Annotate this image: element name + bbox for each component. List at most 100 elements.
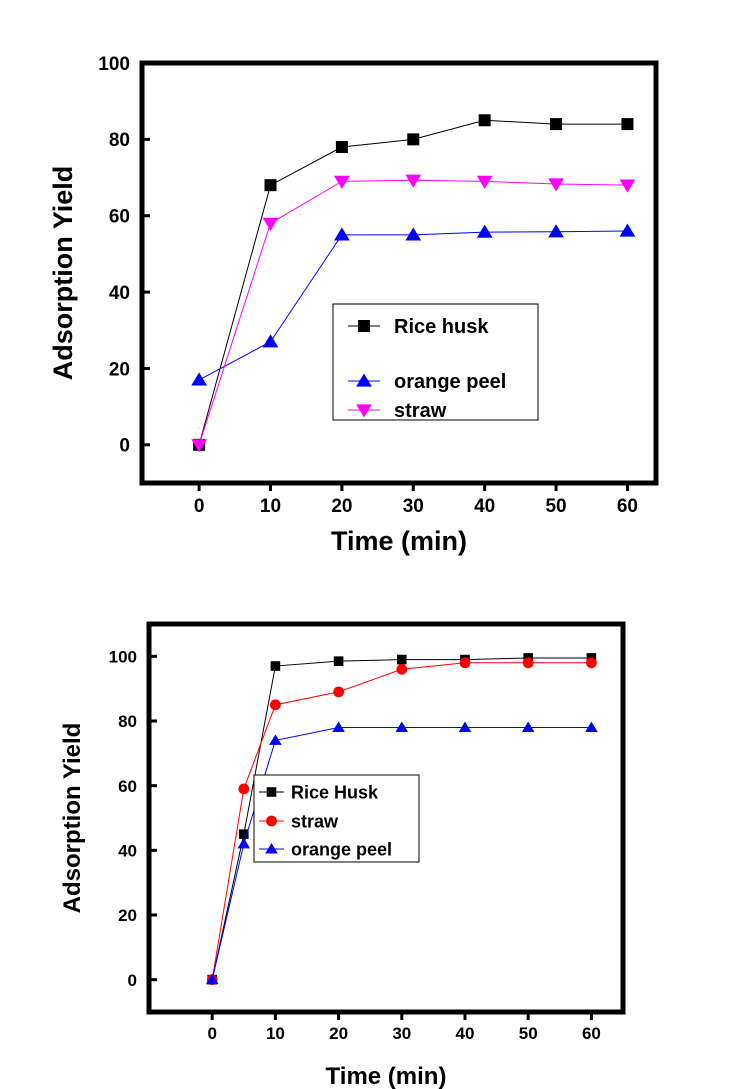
data-point: [238, 783, 250, 795]
data-point: [621, 118, 634, 131]
legend-marker: [356, 404, 372, 418]
x-tick-label: 20: [329, 1024, 348, 1043]
data-point: [262, 217, 279, 231]
data-point: [270, 699, 281, 711]
x-tick-label: 0: [207, 1024, 216, 1043]
chart-bottom: 0 20 40 60 80 100 0 10 20 30 40 50 60 Time (min) Adsor…: [59, 621, 626, 1089]
legend-marker: [358, 320, 370, 332]
y-tick-label: 60: [109, 207, 130, 228]
y-axis-title: Adsorption Yield: [48, 166, 78, 381]
data-point: [270, 661, 281, 671]
y-tick-label: 40: [118, 841, 137, 860]
x-axis-title: Time (min): [326, 1063, 447, 1089]
legend-label: straw: [291, 811, 339, 831]
x-tick-label: 60: [582, 1024, 601, 1043]
data-point: [269, 734, 282, 745]
data-point: [395, 721, 409, 732]
data-point: [585, 721, 598, 732]
y-tick-label: 40: [109, 283, 130, 304]
series-straw: [191, 174, 636, 453]
data-point: [405, 227, 422, 241]
data-point: [191, 439, 207, 453]
y-tick-label: 80: [118, 712, 137, 731]
data-point: [548, 224, 564, 238]
legend-label: orange peel: [291, 839, 392, 859]
data-point: [334, 227, 350, 241]
legend: Rice husk orange peel straw: [332, 303, 539, 422]
series-line: [211, 657, 592, 980]
y-tick-label: 60: [118, 777, 137, 796]
legend-item: orange peel: [259, 839, 392, 859]
plot-frame: [146, 621, 626, 1015]
series-straw: [206, 657, 597, 986]
x-tick-label: 60: [617, 496, 638, 517]
data-point: [458, 721, 472, 732]
x-tick-label: 30: [392, 1024, 411, 1043]
data-point: [205, 973, 219, 985]
legend-item: orange peel: [348, 371, 506, 393]
x-tick-label: 10: [260, 496, 281, 517]
legend-item: Rice husk: [348, 316, 489, 338]
data-point: [550, 118, 563, 131]
legend-item: straw: [259, 811, 339, 831]
y-tick-label: 80: [109, 130, 130, 151]
data-point: [405, 174, 422, 188]
data-point: [237, 837, 251, 849]
legend-item: straw: [348, 400, 447, 422]
x-tick-label: 50: [545, 496, 566, 517]
x-tick-label: 30: [403, 496, 424, 517]
data-point: [397, 654, 407, 665]
legend-box: [253, 774, 420, 863]
data-point: [335, 141, 348, 153]
x-tick-label: 50: [519, 1024, 538, 1043]
x-tick-label: 20: [331, 496, 352, 517]
series-line: [211, 726, 592, 980]
data-point: [459, 657, 471, 669]
series-line: [211, 662, 592, 980]
data-point: [396, 663, 408, 675]
data-point: [239, 829, 249, 839]
data-point: [332, 721, 345, 732]
data-point: [333, 656, 344, 666]
data-point: [476, 175, 493, 189]
data-point: [586, 657, 597, 669]
data-point: [522, 657, 534, 669]
data-point: [476, 224, 493, 238]
data-point: [619, 179, 636, 193]
data-point: [478, 114, 491, 127]
x-tick-label: 0: [194, 496, 205, 517]
legend-marker: [356, 373, 372, 387]
series-orange-peel: [205, 721, 598, 985]
legend-marker: [266, 815, 277, 827]
y-axis-title: Adsorption Yield: [59, 723, 86, 914]
data-point: [521, 721, 535, 732]
series-rice-husk: [193, 114, 634, 451]
data-point: [407, 133, 420, 146]
x-tick-label: 40: [456, 1024, 475, 1043]
legend: Rice Husk straw orange peel: [253, 774, 420, 863]
legend-marker: [265, 843, 278, 854]
legend-marker: [266, 787, 277, 797]
y-tick-label: 20: [109, 359, 130, 380]
x-axis-title: Time (min): [331, 526, 467, 556]
data-point: [333, 686, 344, 698]
y-tick-label: 100: [109, 647, 137, 666]
plot-frame: [139, 60, 659, 486]
legend-item: Rice Husk: [259, 782, 379, 802]
legend-label: Rice husk: [394, 316, 489, 338]
data-point: [264, 179, 277, 192]
y-tick-label: 0: [119, 436, 130, 457]
legend-label: orange peel: [394, 371, 506, 393]
legend-label: Rice Husk: [291, 782, 379, 802]
chart-top: 0 20 40 60 80 100 0 10 20 30 40 50 60 Time (min) Adsor…: [48, 54, 659, 556]
x-tick-label: 40: [474, 496, 495, 517]
data-point: [619, 223, 636, 237]
data-point: [262, 334, 279, 348]
y-tick-label: 100: [98, 54, 130, 75]
y-tick-label: 20: [118, 906, 137, 925]
y-tick-label: 0: [128, 971, 137, 990]
legend-label: straw: [394, 400, 447, 422]
x-tick-label: 10: [266, 1024, 285, 1043]
data-point: [334, 175, 350, 189]
